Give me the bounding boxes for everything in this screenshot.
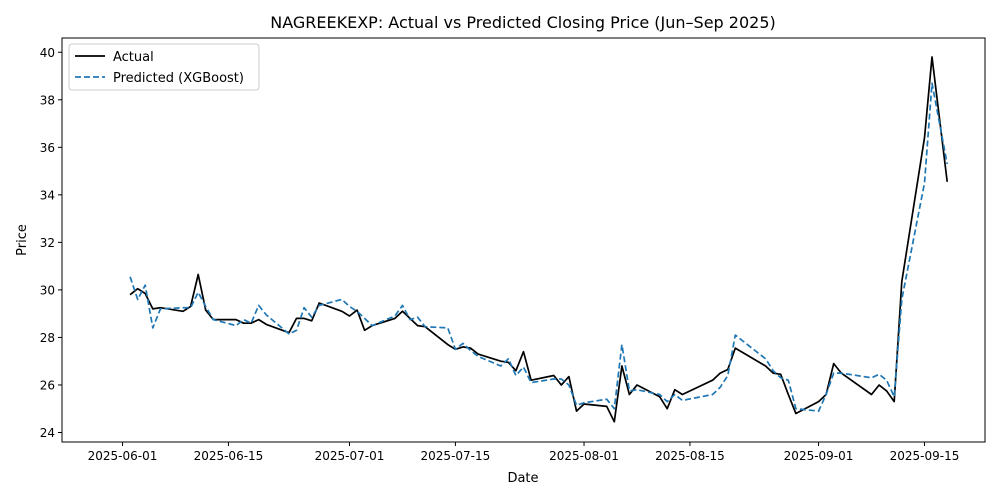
y-axis-label: Price	[15, 224, 30, 256]
y-tick-label: 32	[40, 236, 55, 250]
legend-box	[68, 43, 260, 91]
x-tick-label: 2025-07-15	[421, 449, 491, 463]
x-axis-ticks: 2025-06-01 2025-06-15 2025-07-01 2025-07-15…	[88, 442, 960, 463]
y-tick-label: 26	[40, 378, 55, 392]
series-layer	[129, 56, 949, 423]
plot-area	[61, 37, 986, 443]
y-tick-label: 30	[40, 283, 55, 297]
y-tick-label: 40	[40, 46, 55, 60]
series-line-actual	[129, 56, 949, 423]
y-tick-label: 34	[40, 188, 55, 202]
x-tick-label: 2025-09-01	[784, 449, 854, 463]
x-tick-label: 2025-06-15	[194, 449, 264, 463]
x-tick-label: 2025-06-01	[88, 449, 158, 463]
x-tick-label: 2025-07-01	[315, 449, 385, 463]
y-tick-label: 24	[40, 426, 55, 440]
y-tick-label: 28	[40, 331, 55, 345]
x-axis-label: Date	[507, 471, 538, 486]
legend-label-predicted: Predicted (XGBoost)	[113, 71, 244, 86]
legend: Actual Predicted (XGBoost)	[68, 43, 260, 91]
y-tick-label: 38	[40, 93, 55, 107]
x-tick-label: 2025-09-15	[890, 449, 960, 463]
y-axis-ticks: 24 26 28 30 32 34 36 38 40	[40, 46, 62, 440]
legend-label-actual: Actual	[113, 50, 154, 65]
series-line-predicted	[129, 82, 949, 412]
y-tick-label: 36	[40, 141, 55, 155]
chart-title: NAGREEKEXP: Actual vs Predicted Closing …	[270, 13, 775, 32]
x-tick-label: 2025-08-15	[655, 449, 725, 463]
axes-frame	[61, 37, 986, 443]
x-tick-label: 2025-08-01	[549, 449, 619, 463]
